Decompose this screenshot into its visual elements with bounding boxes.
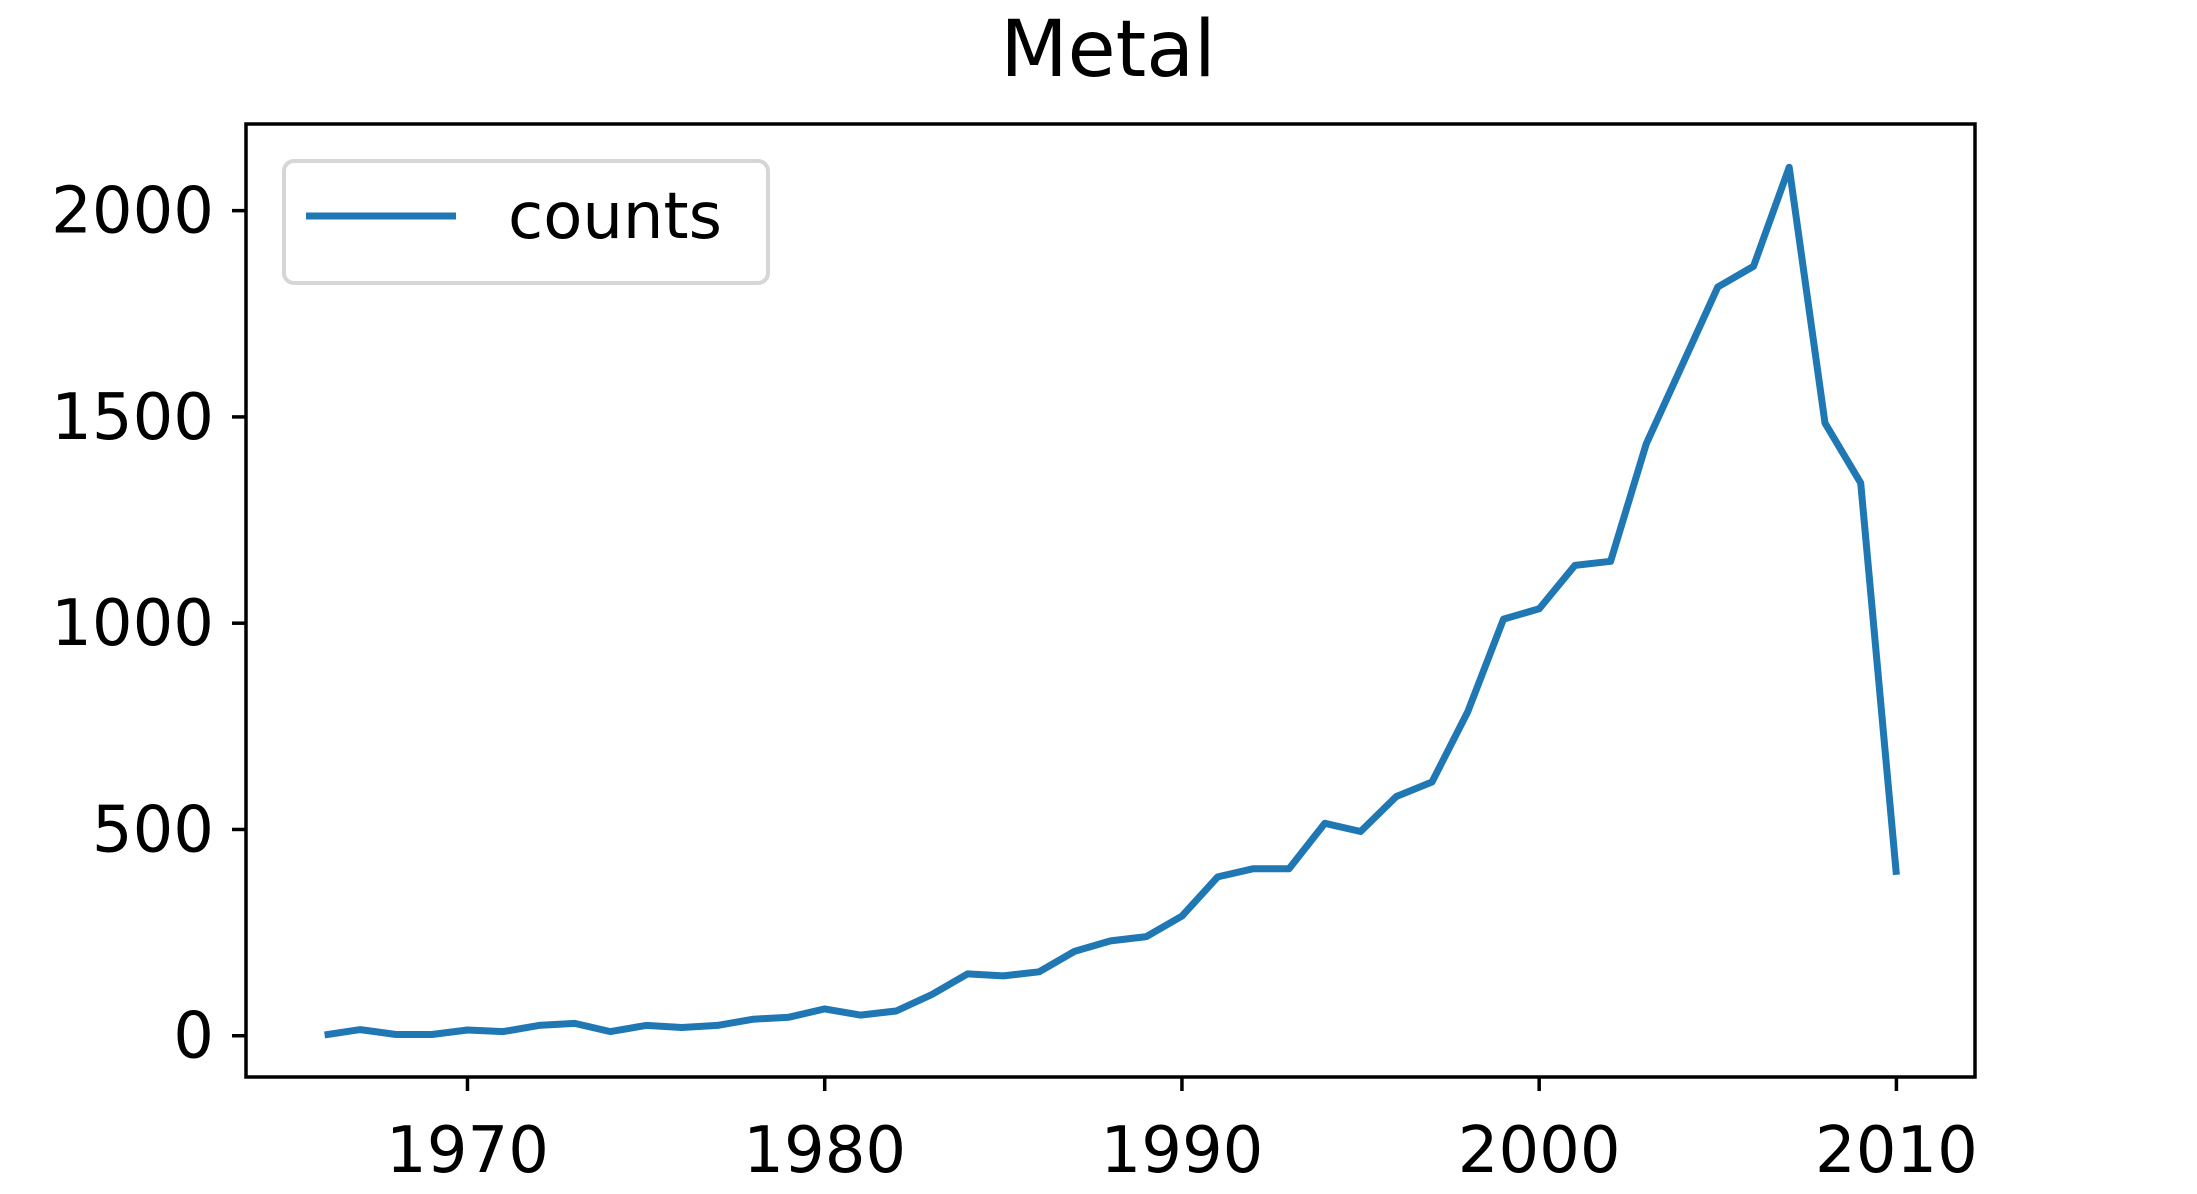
axes-layer: 1970 1980 1990 2000 2010 0 500 1000 1500 2000 [51, 122, 1978, 1188]
plot-layer [324, 163, 1900, 1039]
axes-frame [244, 122, 1977, 1079]
x-tick-label: 1970 [386, 1114, 549, 1188]
x-tick-label: 1990 [1101, 1114, 1264, 1188]
y-tick-label: 1500 [51, 381, 214, 455]
x-tick-label: 2000 [1458, 1114, 1621, 1188]
series-line-counts [324, 163, 1900, 1039]
chart-title: Metal [1000, 5, 1215, 95]
y-tick-label: 500 [92, 793, 214, 867]
legend-label: counts [508, 180, 722, 254]
legend-box [282, 159, 770, 285]
legend: counts [282, 159, 770, 285]
x-tick-label: 2010 [1815, 1114, 1978, 1188]
y-tick-label: 1000 [51, 587, 214, 661]
y-tick-label: 2000 [51, 175, 214, 249]
y-tick-label: 0 [173, 1000, 214, 1074]
x-tick-label: 1980 [743, 1114, 906, 1188]
